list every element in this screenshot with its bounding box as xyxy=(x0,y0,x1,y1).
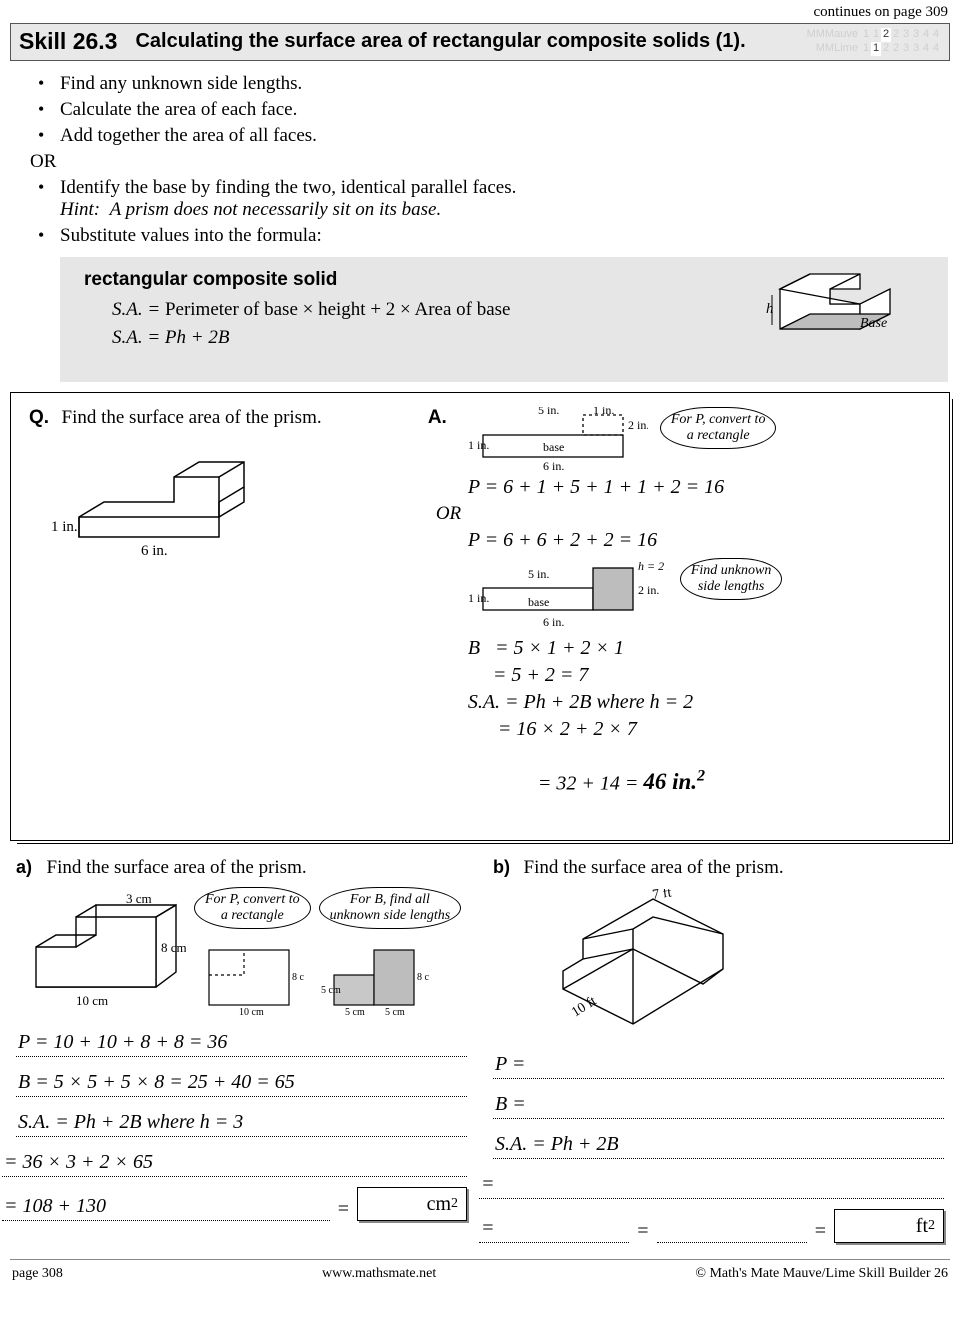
svg-text:8 cm: 8 cm xyxy=(417,972,429,983)
exercise-row: a) Find the surface area of the prism. 3… xyxy=(10,851,950,1243)
sa-line-3: = 32 + 14 = 46 in.2 xyxy=(428,745,931,819)
ex-b-prompt: Find the surface area of the prism. xyxy=(524,857,784,878)
callout-unknown: Find unknownside lengths xyxy=(680,558,783,600)
step-3: Add together the area of all faces. xyxy=(30,125,948,147)
sa-line-1: S.A. = Ph + 2B where h = 2 xyxy=(428,691,931,714)
svg-text:1 in.: 1 in. xyxy=(468,591,489,605)
skill-number-sub: 3 xyxy=(105,28,118,54)
ex-b-label: b) xyxy=(493,857,519,878)
sa-line-2: = 16 × 2 + 2 × 7 xyxy=(428,718,931,741)
p-line-1: P = 6 + 1 + 5 + 1 + 1 + 2 = 16 xyxy=(428,476,931,499)
or-text: OR xyxy=(30,151,948,173)
formula-line-1: S.A. = Perimeter of base × height + 2 × … xyxy=(112,299,720,321)
ex-a-label: a) xyxy=(16,857,42,878)
b-line-1: B = 5 × 1 + 2 × 1 xyxy=(428,637,931,660)
skill-header: Skill 26.3 Calculating the surface area … xyxy=(10,23,950,61)
exercise-b: b) Find the surface area of the prism. 7… xyxy=(487,851,950,1243)
svg-text:5 cm: 5 cm xyxy=(321,985,341,996)
q-label: Q. xyxy=(29,407,57,429)
ex-b-line-2: B = xyxy=(493,1089,944,1119)
ex-b-diagram: 7 ft 10 ft xyxy=(523,889,944,1039)
ex-a-line-1: P = 10 + 10 + 8 + 8 = 36 xyxy=(16,1027,467,1057)
svg-text:3 cm: 3 cm xyxy=(126,891,152,906)
svg-text:7 ft: 7 ft xyxy=(651,889,672,903)
svg-text:2 in.: 2 in. xyxy=(628,418,648,432)
tracker-row-1: MMMauve 11223344 xyxy=(807,28,941,42)
ex-b-answer-box[interactable]: ft2 xyxy=(834,1209,944,1243)
formula-line-2: S.A. = Ph + 2B xyxy=(112,327,720,349)
tracker-grid: MMMauve 11223344 MMLime 11223344 xyxy=(807,28,941,56)
formula-title: rectangular composite solid xyxy=(84,269,720,291)
svg-text:8 cm: 8 cm xyxy=(292,972,304,983)
ex-a-line-4: = 36 × 3 + 2 × 65 xyxy=(2,1147,467,1177)
formula-diagram: h Base xyxy=(760,269,930,364)
formula-box: rectangular composite solid S.A. = Perim… xyxy=(60,257,948,382)
svg-text:h = 2 in.: h = 2 in. xyxy=(638,559,668,573)
steps-block: Find any unknown side lengths. Calculate… xyxy=(0,61,960,382)
skill-title: Calculating the surface area of rectangu… xyxy=(117,30,806,53)
footer-right: © Math's Mate Mauve/Lime Skill Builder 2… xyxy=(695,1266,948,1282)
svg-text:2 in.: 2 in. xyxy=(638,583,659,597)
ex-a-minidiagram-2: 5 cm 8 cm 5 cm 5 cm xyxy=(319,935,429,1015)
svg-text:5 cm: 5 cm xyxy=(385,1007,405,1015)
b-line-2: = 5 + 2 = 7 xyxy=(428,664,931,687)
ex-b-final-row: = = = ft2 xyxy=(493,1209,944,1243)
ex-b-line-3: S.A. = Ph + 2B xyxy=(493,1129,944,1159)
base-label: Base xyxy=(860,316,887,331)
ex-b-line-4: = xyxy=(479,1169,944,1199)
svg-text:8 cm: 8 cm xyxy=(161,940,186,955)
svg-text:base: base xyxy=(543,440,564,454)
ex-a-prompt: Find the surface area of the prism. xyxy=(47,857,307,878)
a-diagram-1: 5 in. 1 in. 2 in. 1 in. base 6 in. xyxy=(468,407,648,472)
skill-number-main: Skill 26. xyxy=(19,28,105,54)
a-diagram-2: 5 in. h = 2 in. 2 in. 1 in. base 6 in. xyxy=(468,558,668,633)
qa-panel: Q. Find the surface area of the prism. 1… xyxy=(10,392,950,842)
svg-text:5 in.: 5 in. xyxy=(538,407,559,417)
tracker-row-2: MMLime 11223344 xyxy=(807,42,941,56)
ex-a-line-2: B = 5 × 5 + 5 × 8 = 25 + 40 = 65 xyxy=(16,1067,467,1097)
hint: Hint: A prism does not necessarily sit o… xyxy=(60,199,441,220)
step-4: Identify the base by finding the two, id… xyxy=(30,177,948,221)
footer-left: page 308 xyxy=(12,1266,63,1282)
ex-a-callout-1: For P, convert toa rectangle xyxy=(194,887,311,929)
q-diagram: 1 in. 6 in. xyxy=(49,447,408,567)
svg-text:10 cm: 10 cm xyxy=(76,993,108,1008)
ex-a-answer-box[interactable]: cm2 xyxy=(357,1187,467,1221)
tracker-label-1: MMMauve xyxy=(807,28,858,40)
q-text: Find the surface area of the prism. xyxy=(62,407,322,428)
svg-text:1 in.: 1 in. xyxy=(593,407,614,417)
p-line-2: P = 6 + 6 + 2 + 2 = 16 xyxy=(428,529,931,552)
svg-text:5 in.: 5 in. xyxy=(528,567,549,581)
svg-text:5 cm: 5 cm xyxy=(345,1007,365,1015)
step-2: Calculate the area of each face. xyxy=(30,99,948,121)
a-label: A. xyxy=(428,407,456,429)
exercise-a: a) Find the surface area of the prism. 3… xyxy=(10,851,473,1243)
skill-number: Skill 26.3 xyxy=(19,28,117,55)
svg-text:1 in.: 1 in. xyxy=(51,519,78,535)
continues-note: continues on page 309 xyxy=(0,0,960,23)
ex-a-diagram: 3 cm 8 cm 10 cm xyxy=(16,887,186,1017)
page-footer: page 308 www.mathsmate.net © Math's Mate… xyxy=(10,1259,950,1292)
ex-b-line-1: P = xyxy=(493,1049,944,1079)
step-5: Substitute values into the formula: xyxy=(30,225,948,247)
svg-text:base: base xyxy=(528,595,549,609)
callout-convert: For P, convert toa rectangle xyxy=(660,407,777,449)
ex-a-callout-2: For B, find allunknown side lengths xyxy=(319,887,462,929)
svg-text:6 in.: 6 in. xyxy=(543,459,564,472)
ex-a-minidiagram-1: 8 cm 10 cm xyxy=(194,935,304,1015)
ex-a-line-3: S.A. = Ph + 2B where h = 3 xyxy=(16,1107,467,1137)
svg-text:6 in.: 6 in. xyxy=(141,543,168,559)
svg-text:10 cm: 10 cm xyxy=(239,1007,264,1015)
tracker-label-2: MMLime xyxy=(816,42,858,54)
svg-text:6 in.: 6 in. xyxy=(543,615,564,629)
step-1: Find any unknown side lengths. xyxy=(30,73,948,95)
footer-center: www.mathsmate.net xyxy=(322,1266,436,1282)
svg-text:1 in.: 1 in. xyxy=(468,438,489,452)
or-inline: OR xyxy=(428,503,931,525)
ex-a-final-row: = 108 + 130 = cm2 xyxy=(16,1187,467,1221)
